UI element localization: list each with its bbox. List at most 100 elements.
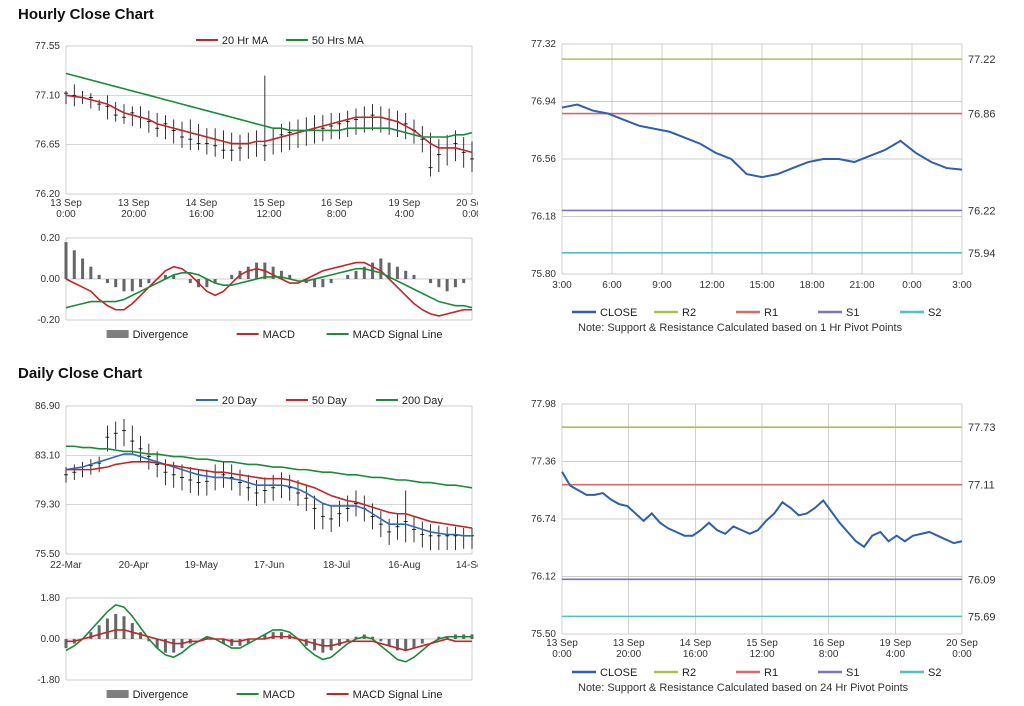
hourly-sr-note: Note: Support & Resistance Calculated ba… [578, 322, 902, 334]
svg-text:19 Sep: 19 Sep [388, 198, 420, 209]
svg-text:50 Day: 50 Day [312, 395, 347, 407]
svg-text:12:00: 12:00 [256, 209, 281, 220]
svg-text:76.86: 76.86 [968, 109, 996, 121]
svg-text:19-May: 19-May [185, 560, 218, 571]
hourly-sr-chart: 75.8076.1876.5676.9477.323:006:009:0012:… [518, 38, 1008, 328]
svg-text:18:00: 18:00 [799, 280, 824, 291]
svg-text:75.50: 75.50 [35, 549, 60, 560]
svg-text:12:00: 12:00 [749, 649, 774, 660]
svg-text:R1: R1 [764, 667, 778, 679]
svg-text:20 Sep: 20 Sep [946, 638, 978, 649]
svg-text:9:00: 9:00 [652, 280, 672, 291]
svg-text:79.30: 79.30 [35, 500, 60, 511]
hourly-title: Hourly Close Chart [18, 6, 154, 23]
svg-text:MACD: MACD [263, 329, 295, 341]
svg-text:75.94: 75.94 [968, 248, 996, 260]
svg-text:77.98: 77.98 [531, 399, 556, 410]
svg-text:S2: S2 [928, 667, 941, 679]
svg-text:77.22: 77.22 [968, 54, 996, 66]
svg-text:8:00: 8:00 [819, 649, 839, 660]
svg-text:0.00: 0.00 [41, 634, 61, 645]
hourly-macd-chart: -0.20 0.00 0.20 Divergence MACD MACD Signal L… [18, 232, 478, 342]
svg-text:MACD Signal Line: MACD Signal Line [353, 689, 443, 701]
svg-text:-1.80: -1.80 [37, 675, 60, 686]
svg-text:CLOSE: CLOSE [600, 307, 637, 319]
svg-text:20-Apr: 20-Apr [119, 560, 150, 571]
svg-text:15 Sep: 15 Sep [746, 638, 778, 649]
svg-text:3:00: 3:00 [952, 280, 972, 291]
svg-text:76.65: 76.65 [35, 140, 60, 151]
svg-text:16-Aug: 16-Aug [388, 560, 420, 571]
svg-text:15 Sep: 15 Sep [253, 198, 285, 209]
daily-title: Daily Close Chart [18, 365, 142, 382]
svg-text:S1: S1 [846, 307, 859, 319]
svg-text:MACD: MACD [263, 689, 295, 701]
daily-price-chart: 75.50 79.30 83.10 86.90 22-Mar 20-Apr 19-May 17… [18, 388, 478, 588]
svg-text:16:00: 16:00 [683, 649, 708, 660]
daily-sr-chart: 75.5076.1276.7477.3677.9813 Sep0:0013 Se… [518, 398, 1008, 688]
svg-text:Divergence: Divergence [133, 689, 189, 701]
svg-text:0:00: 0:00 [952, 649, 972, 660]
svg-text:76.74: 76.74 [531, 514, 556, 525]
svg-text:R2: R2 [682, 667, 696, 679]
svg-text:200 Day: 200 Day [402, 395, 443, 407]
svg-text:13 Sep: 13 Sep [613, 638, 645, 649]
svg-text:14 Sep: 14 Sep [679, 638, 711, 649]
svg-text:77.11: 77.11 [968, 480, 995, 492]
svg-text:75.69: 75.69 [968, 611, 996, 623]
svg-text:R2: R2 [682, 307, 696, 319]
svg-text:83.10: 83.10 [35, 450, 60, 461]
svg-text:20:00: 20:00 [121, 209, 146, 220]
svg-text:16 Sep: 16 Sep [813, 638, 845, 649]
svg-text:20:00: 20:00 [616, 649, 641, 660]
svg-text:13 Sep: 13 Sep [50, 198, 82, 209]
svg-text:MACD Signal Line: MACD Signal Line [353, 329, 443, 341]
svg-text:76.56: 76.56 [531, 154, 556, 165]
svg-text:1.80: 1.80 [41, 593, 61, 604]
svg-text:86.90: 86.90 [35, 401, 60, 412]
daily-macd-chart: -1.80 0.00 1.80 Divergence MACD MACD Signal L… [18, 592, 478, 702]
svg-text:13 Sep: 13 Sep [118, 198, 150, 209]
svg-text:20 Hr MA: 20 Hr MA [222, 35, 269, 47]
svg-text:15:00: 15:00 [749, 280, 774, 291]
svg-text:77.55: 77.55 [35, 41, 60, 52]
daily-sr-note: Note: Support & Resistance Calculated ba… [578, 682, 908, 694]
svg-text:76.94: 76.94 [531, 97, 556, 108]
svg-text:0:00: 0:00 [56, 209, 76, 220]
svg-text:21:00: 21:00 [849, 280, 874, 291]
svg-text:77.73: 77.73 [968, 422, 996, 434]
svg-text:20 Sep: 20 Sep [456, 198, 478, 209]
svg-text:0.20: 0.20 [41, 233, 61, 244]
svg-text:Divergence: Divergence [133, 329, 189, 341]
svg-text:4:00: 4:00 [886, 649, 906, 660]
svg-text:20 Day: 20 Day [222, 395, 257, 407]
svg-text:22-Mar: 22-Mar [50, 560, 82, 571]
svg-text:-0.20: -0.20 [37, 315, 60, 326]
svg-text:0.00: 0.00 [41, 274, 61, 285]
svg-text:18-Jul: 18-Jul [323, 560, 350, 571]
svg-text:16 Sep: 16 Sep [321, 198, 353, 209]
svg-text:76.22: 76.22 [968, 205, 996, 217]
svg-text:14 Sep: 14 Sep [185, 198, 217, 209]
svg-text:6:00: 6:00 [602, 280, 622, 291]
svg-text:S2: S2 [928, 307, 941, 319]
svg-text:50 Hrs MA: 50 Hrs MA [312, 35, 365, 47]
svg-text:CLOSE: CLOSE [600, 667, 637, 679]
svg-text:75.80: 75.80 [531, 269, 556, 280]
hourly-price-chart: 76.2076.6577.1077.5513 Sep0:0013 Sep20:0… [18, 28, 478, 228]
svg-text:76.09: 76.09 [968, 574, 996, 586]
svg-text:S1: S1 [846, 667, 859, 679]
svg-text:3:00: 3:00 [552, 280, 572, 291]
svg-text:8:00: 8:00 [327, 209, 347, 220]
svg-text:16:00: 16:00 [189, 209, 214, 220]
svg-text:76.12: 76.12 [531, 572, 556, 583]
svg-text:14-Sep: 14-Sep [456, 560, 478, 571]
svg-text:17-Jun: 17-Jun [254, 560, 285, 571]
svg-text:76.18: 76.18 [531, 212, 556, 223]
svg-text:0:00: 0:00 [552, 649, 572, 660]
svg-text:4:00: 4:00 [395, 209, 415, 220]
svg-text:77.10: 77.10 [35, 90, 60, 101]
svg-text:0:00: 0:00 [462, 209, 478, 220]
svg-text:19 Sep: 19 Sep [879, 638, 911, 649]
svg-text:77.32: 77.32 [531, 39, 556, 50]
